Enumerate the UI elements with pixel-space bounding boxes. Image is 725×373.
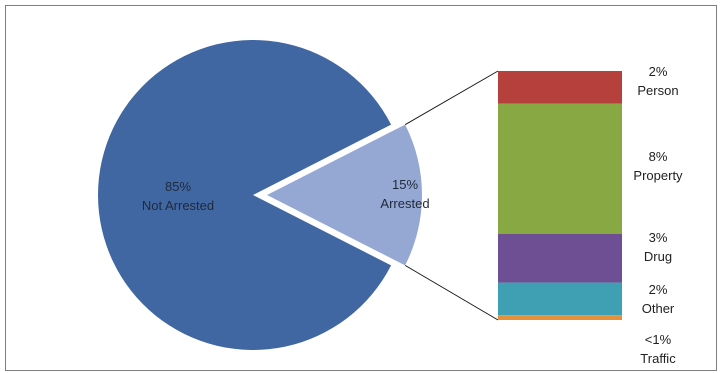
pie-slice-not-arrested <box>98 40 392 351</box>
bar-segment-traffic <box>498 315 622 320</box>
data-label-drug: 3% Drug <box>644 230 672 264</box>
bar-segment-drug <box>498 233 622 283</box>
data-label-traffic: <1% Traffic <box>640 332 676 366</box>
bar-segment-property <box>498 103 622 234</box>
data-label-property: 8% Property <box>633 149 683 183</box>
connector-line-bottom <box>404 264 499 321</box>
data-label-arrested: 15% Arrested <box>380 177 429 211</box>
data-label-not-arrested: 85% Not Arrested <box>142 179 214 213</box>
bar-segment-person <box>498 71 622 104</box>
connector-line-top <box>404 70 499 126</box>
data-label-other: 2% Other <box>642 282 675 316</box>
bar-segment-other <box>498 282 622 316</box>
pie-slice-arrested <box>267 124 423 266</box>
data-label-person: 2% Person <box>637 64 678 98</box>
